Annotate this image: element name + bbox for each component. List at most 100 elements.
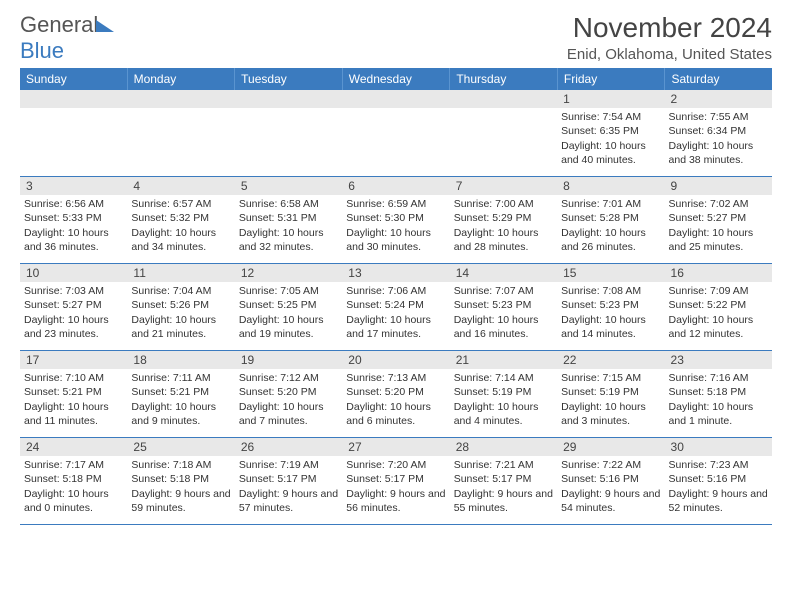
day-number: 13 [342,264,449,282]
weekday-row: SundayMondayTuesdayWednesdayThursdayFrid… [20,68,772,90]
week-row: 24Sunrise: 7:17 AMSunset: 5:18 PMDayligh… [20,438,772,525]
day-daylight: Daylight: 10 hours and 40 minutes. [561,139,660,167]
day-number: 28 [450,438,557,456]
day-number: 23 [665,351,772,369]
day-3: 3Sunrise: 6:56 AMSunset: 5:33 PMDaylight… [20,177,127,263]
day-sunrise: Sunrise: 7:07 AM [454,284,553,298]
day-daylight: Daylight: 9 hours and 59 minutes. [131,487,230,515]
day-daylight: Daylight: 10 hours and 26 minutes. [561,226,660,254]
weeks-container: 1Sunrise: 7:54 AMSunset: 6:35 PMDaylight… [20,90,772,525]
day-sunrise: Sunrise: 7:09 AM [669,284,768,298]
day-empty [127,90,234,176]
day-17: 17Sunrise: 7:10 AMSunset: 5:21 PMDayligh… [20,351,127,437]
day-sunset: Sunset: 5:17 PM [346,472,445,486]
day-sunrise: Sunrise: 7:17 AM [24,458,123,472]
day-number: 22 [557,351,664,369]
day-sunset: Sunset: 5:22 PM [669,298,768,312]
day-sunrise: Sunrise: 7:03 AM [24,284,123,298]
weekday-sunday: Sunday [20,68,128,90]
day-number: 4 [127,177,234,195]
day-number: 8 [557,177,664,195]
weekday-saturday: Saturday [665,68,772,90]
day-empty [450,90,557,176]
day-sunset: Sunset: 5:29 PM [454,211,553,225]
day-sunset: Sunset: 5:21 PM [24,385,123,399]
week-row: 3Sunrise: 6:56 AMSunset: 5:33 PMDaylight… [20,177,772,264]
day-number: 15 [557,264,664,282]
day-sunset: Sunset: 5:23 PM [454,298,553,312]
day-number: 14 [450,264,557,282]
day-daylight: Daylight: 10 hours and 34 minutes. [131,226,230,254]
day-sunrise: Sunrise: 7:12 AM [239,371,338,385]
day-number [450,90,557,108]
day-daylight: Daylight: 10 hours and 19 minutes. [239,313,338,341]
day-number: 20 [342,351,449,369]
weekday-tuesday: Tuesday [235,68,343,90]
day-number: 3 [20,177,127,195]
day-5: 5Sunrise: 6:58 AMSunset: 5:31 PMDaylight… [235,177,342,263]
day-sunset: Sunset: 5:18 PM [669,385,768,399]
logo-part2: Blue [20,38,64,63]
day-number [235,90,342,108]
day-number: 1 [557,90,664,108]
day-14: 14Sunrise: 7:07 AMSunset: 5:23 PMDayligh… [450,264,557,350]
day-number: 27 [342,438,449,456]
weekday-wednesday: Wednesday [343,68,451,90]
logo: General Blue [20,12,114,64]
day-number: 19 [235,351,342,369]
day-sunrise: Sunrise: 7:10 AM [24,371,123,385]
day-sunrise: Sunrise: 7:54 AM [561,110,660,124]
day-4: 4Sunrise: 6:57 AMSunset: 5:32 PMDaylight… [127,177,234,263]
day-sunrise: Sunrise: 7:04 AM [131,284,230,298]
month-title: November 2024 [567,12,772,44]
day-daylight: Daylight: 10 hours and 11 minutes. [24,400,123,428]
weekday-friday: Friday [558,68,666,90]
day-daylight: Daylight: 10 hours and 14 minutes. [561,313,660,341]
day-sunset: Sunset: 5:21 PM [131,385,230,399]
day-sunset: Sunset: 5:17 PM [454,472,553,486]
day-empty [342,90,449,176]
day-daylight: Daylight: 10 hours and 7 minutes. [239,400,338,428]
day-15: 15Sunrise: 7:08 AMSunset: 5:23 PMDayligh… [557,264,664,350]
day-empty [20,90,127,176]
day-23: 23Sunrise: 7:16 AMSunset: 5:18 PMDayligh… [665,351,772,437]
day-sunset: Sunset: 5:28 PM [561,211,660,225]
day-number: 16 [665,264,772,282]
day-25: 25Sunrise: 7:18 AMSunset: 5:18 PMDayligh… [127,438,234,524]
day-number: 25 [127,438,234,456]
day-18: 18Sunrise: 7:11 AMSunset: 5:21 PMDayligh… [127,351,234,437]
day-10: 10Sunrise: 7:03 AMSunset: 5:27 PMDayligh… [20,264,127,350]
day-sunset: Sunset: 5:18 PM [131,472,230,486]
day-12: 12Sunrise: 7:05 AMSunset: 5:25 PMDayligh… [235,264,342,350]
day-daylight: Daylight: 10 hours and 36 minutes. [24,226,123,254]
weekday-monday: Monday [128,68,236,90]
day-sunrise: Sunrise: 6:59 AM [346,197,445,211]
day-19: 19Sunrise: 7:12 AMSunset: 5:20 PMDayligh… [235,351,342,437]
day-daylight: Daylight: 10 hours and 21 minutes. [131,313,230,341]
day-number: 7 [450,177,557,195]
day-daylight: Daylight: 10 hours and 1 minute. [669,400,768,428]
day-daylight: Daylight: 10 hours and 30 minutes. [346,226,445,254]
day-daylight: Daylight: 10 hours and 9 minutes. [131,400,230,428]
day-29: 29Sunrise: 7:22 AMSunset: 5:16 PMDayligh… [557,438,664,524]
day-number: 18 [127,351,234,369]
day-daylight: Daylight: 10 hours and 25 minutes. [669,226,768,254]
week-row: 1 Sunrise: 7:54 AMSunset: 6:35 PMDaylight… [20,90,772,177]
day-number: 11 [127,264,234,282]
day-number: 5 [235,177,342,195]
day-sunrise: Sunrise: 7:15 AM [561,371,660,385]
day-sunrise: Sunrise: 7:02 AM [669,197,768,211]
day-sunset: Sunset: 6:35 PM [561,124,660,138]
day-daylight: Daylight: 10 hours and 4 minutes. [454,400,553,428]
calendar: SundayMondayTuesdayWednesdayThursdayFrid… [20,68,772,525]
day-30: 30Sunrise: 7:23 AMSunset: 5:16 PMDayligh… [665,438,772,524]
day-sunset: Sunset: 5:27 PM [24,298,123,312]
day-daylight: Daylight: 9 hours and 57 minutes. [239,487,338,515]
day-number [342,90,449,108]
day-daylight: Daylight: 10 hours and 3 minutes. [561,400,660,428]
week-row: 10Sunrise: 7:03 AMSunset: 5:27 PMDayligh… [20,264,772,351]
day-sunset: Sunset: 5:23 PM [561,298,660,312]
day-daylight: Daylight: 10 hours and 17 minutes. [346,313,445,341]
day-20: 20Sunrise: 7:13 AMSunset: 5:20 PMDayligh… [342,351,449,437]
day-sunrise: Sunrise: 7:20 AM [346,458,445,472]
